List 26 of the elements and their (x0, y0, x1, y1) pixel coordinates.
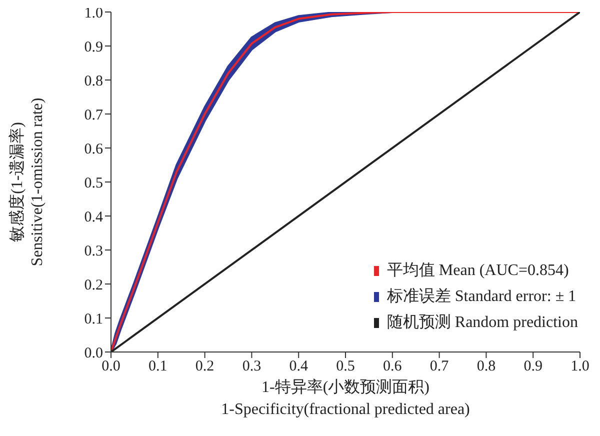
x-tick-label: 0.4 (289, 358, 308, 375)
y-tick-label: 0.4 (84, 209, 104, 226)
x-axis-title: 1-特异率(小数预测面积) 1-Specificity(fractional predicted area) (221, 378, 470, 418)
x-tick-label: 0.0 (102, 358, 120, 375)
x-tick-label: 0.6 (383, 358, 402, 375)
x-tick-label: 0.1 (148, 358, 168, 375)
x-tick-label: 0.5 (336, 358, 355, 375)
x-tick-label: 1.0 (570, 358, 590, 375)
y-tick-label: 0.0 (84, 345, 103, 362)
y-tick-label: 0.6 (84, 141, 104, 158)
y-tick-label: 0.5 (84, 175, 103, 192)
y-tick-label: 0.1 (84, 311, 103, 328)
y-tick-label: 0.7 (84, 107, 104, 124)
y-tick-label: 0.8 (84, 73, 103, 90)
legend-label: 随机预测 Random prediction (386, 313, 578, 333)
legend-label: 平均值 Mean (AUC=0.854) (386, 261, 569, 281)
annotation: 标准误差 Standard error: ± 1 (386, 287, 576, 307)
x-tick-label: 0.7 (430, 358, 450, 375)
x-tick-label: 0.2 (195, 358, 214, 375)
x-tick-label: 0.3 (242, 358, 262, 375)
y-axis-title: 敏感度(1-遗漏率) Sensitive(1-omission rate) (8, 98, 46, 266)
y-tick-label: 0.2 (84, 277, 103, 294)
x-tick-label: 0.8 (476, 358, 496, 375)
y-tick-label: 0.9 (84, 39, 103, 56)
x-tick-label: 0.9 (524, 358, 542, 375)
y-tick-label: 0.3 (84, 243, 103, 260)
